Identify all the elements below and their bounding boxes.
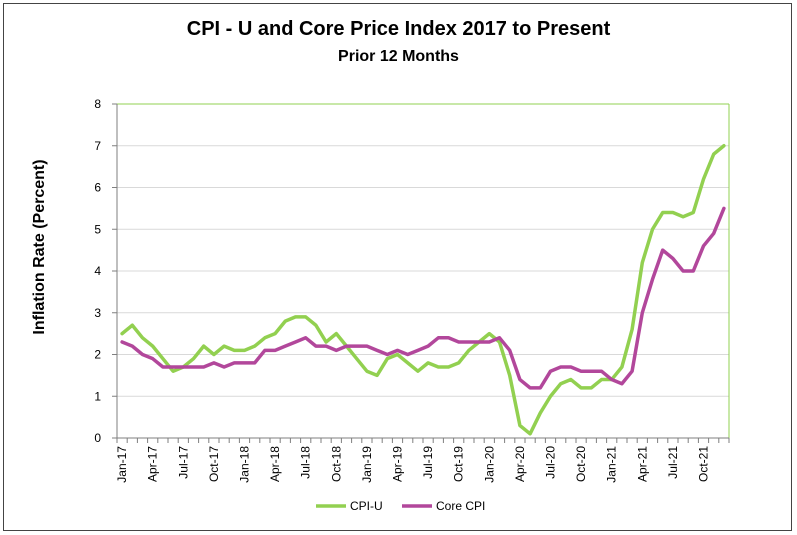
chart-frame	[3, 3, 792, 531]
x-tick-label: Jan-18	[238, 446, 252, 483]
series-line-cpi-u	[120, 144, 726, 436]
x-tick-label: Jan-19	[360, 446, 374, 483]
x-tick-label: Apr-20	[513, 446, 527, 482]
y-tick-label: 0	[94, 431, 101, 445]
y-tick-label: 7	[94, 139, 101, 153]
legend: CPI-U Core CPI	[316, 499, 485, 513]
y-tick-label: 3	[94, 306, 101, 320]
x-tick-label: Oct-18	[329, 446, 343, 482]
chart-title: CPI - U and Core Price Index 2017 to Pre…	[186, 18, 611, 40]
y-tick-labels: 0 1 2 3 4 5 6 7 8	[94, 97, 101, 445]
y-tick-label: 5	[94, 222, 101, 236]
legend-label: CPI-U	[350, 499, 383, 513]
x-tick-label: Jul-20	[544, 446, 558, 479]
x-tick-label: Oct-17	[207, 446, 221, 482]
series-lines	[120, 144, 726, 436]
x-tick-label: Jul-18	[299, 446, 313, 479]
series-line-core-cpi	[120, 206, 726, 390]
x-tick-label: Apr-18	[268, 446, 282, 482]
x-tick-label: Apr-19	[391, 446, 405, 482]
y-tick-label: 8	[94, 97, 101, 111]
y-tick-label: 6	[94, 181, 101, 195]
chart-subtitle: Prior 12 Months	[338, 48, 459, 65]
y-axis-label: Inflation Rate (Percent)	[31, 159, 48, 334]
y-tick-label: 2	[94, 348, 101, 362]
x-tick-label: Jul-19	[421, 446, 435, 479]
axes	[112, 103, 730, 443]
y-tick-label: 1	[94, 389, 101, 403]
x-tick-label: Jul-21	[666, 446, 680, 479]
x-tick-label: Oct-21	[697, 446, 711, 482]
x-tick-label: Jan-20	[482, 446, 496, 483]
x-tick-labels: Jan-17 Apr-17 Jul-17 Oct-17 Jan-18 Apr-18 Jul-…	[115, 446, 710, 483]
x-tick-label: Oct-19	[452, 446, 466, 482]
grid-lines	[117, 103, 729, 397]
legend-label: Core CPI	[436, 499, 485, 513]
x-tick-label: Apr-21	[635, 446, 649, 482]
x-tick-label: Jul-17	[176, 446, 190, 479]
x-tick-label: Jan-17	[115, 446, 129, 483]
y-tick-label: 4	[94, 264, 101, 278]
x-tick-label: Oct-20	[574, 446, 588, 482]
x-tick-label: Apr-17	[146, 446, 160, 482]
x-tick-label: Jan-21	[605, 446, 619, 483]
